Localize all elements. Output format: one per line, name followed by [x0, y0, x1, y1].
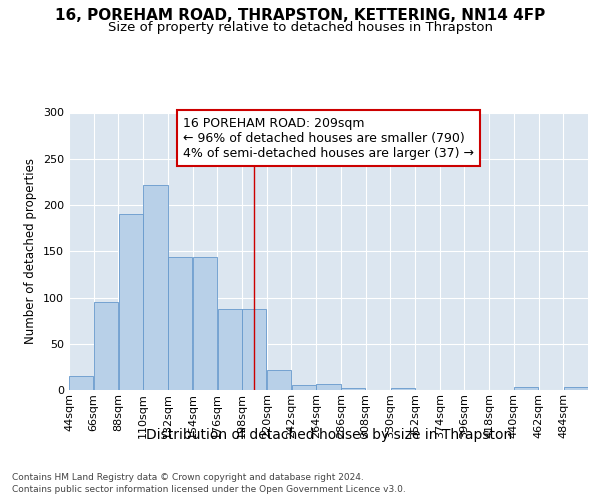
Bar	[69, 376, 94, 390]
Bar	[267, 370, 291, 390]
Bar	[193, 257, 217, 390]
Bar	[391, 388, 415, 390]
Y-axis label: Number of detached properties: Number of detached properties	[25, 158, 37, 344]
Bar	[563, 387, 588, 390]
Bar	[94, 302, 118, 390]
Text: Size of property relative to detached houses in Thrapston: Size of property relative to detached ho…	[107, 21, 493, 34]
Bar	[143, 184, 167, 390]
Bar	[242, 308, 266, 390]
Text: 16, POREHAM ROAD, THRAPSTON, KETTERING, NN14 4FP: 16, POREHAM ROAD, THRAPSTON, KETTERING, …	[55, 8, 545, 22]
Bar	[292, 386, 316, 390]
Bar	[119, 214, 143, 390]
Bar	[341, 388, 365, 390]
Bar	[218, 308, 242, 390]
Text: Contains public sector information licensed under the Open Government Licence v3: Contains public sector information licen…	[12, 485, 406, 494]
Bar	[168, 257, 193, 390]
Text: Contains HM Land Registry data © Crown copyright and database right 2024.: Contains HM Land Registry data © Crown c…	[12, 472, 364, 482]
Text: Distribution of detached houses by size in Thrapston: Distribution of detached houses by size …	[146, 428, 512, 442]
Bar	[316, 384, 341, 390]
Text: 16 POREHAM ROAD: 209sqm
← 96% of detached houses are smaller (790)
4% of semi-de: 16 POREHAM ROAD: 209sqm ← 96% of detache…	[183, 116, 474, 160]
Bar	[514, 387, 538, 390]
